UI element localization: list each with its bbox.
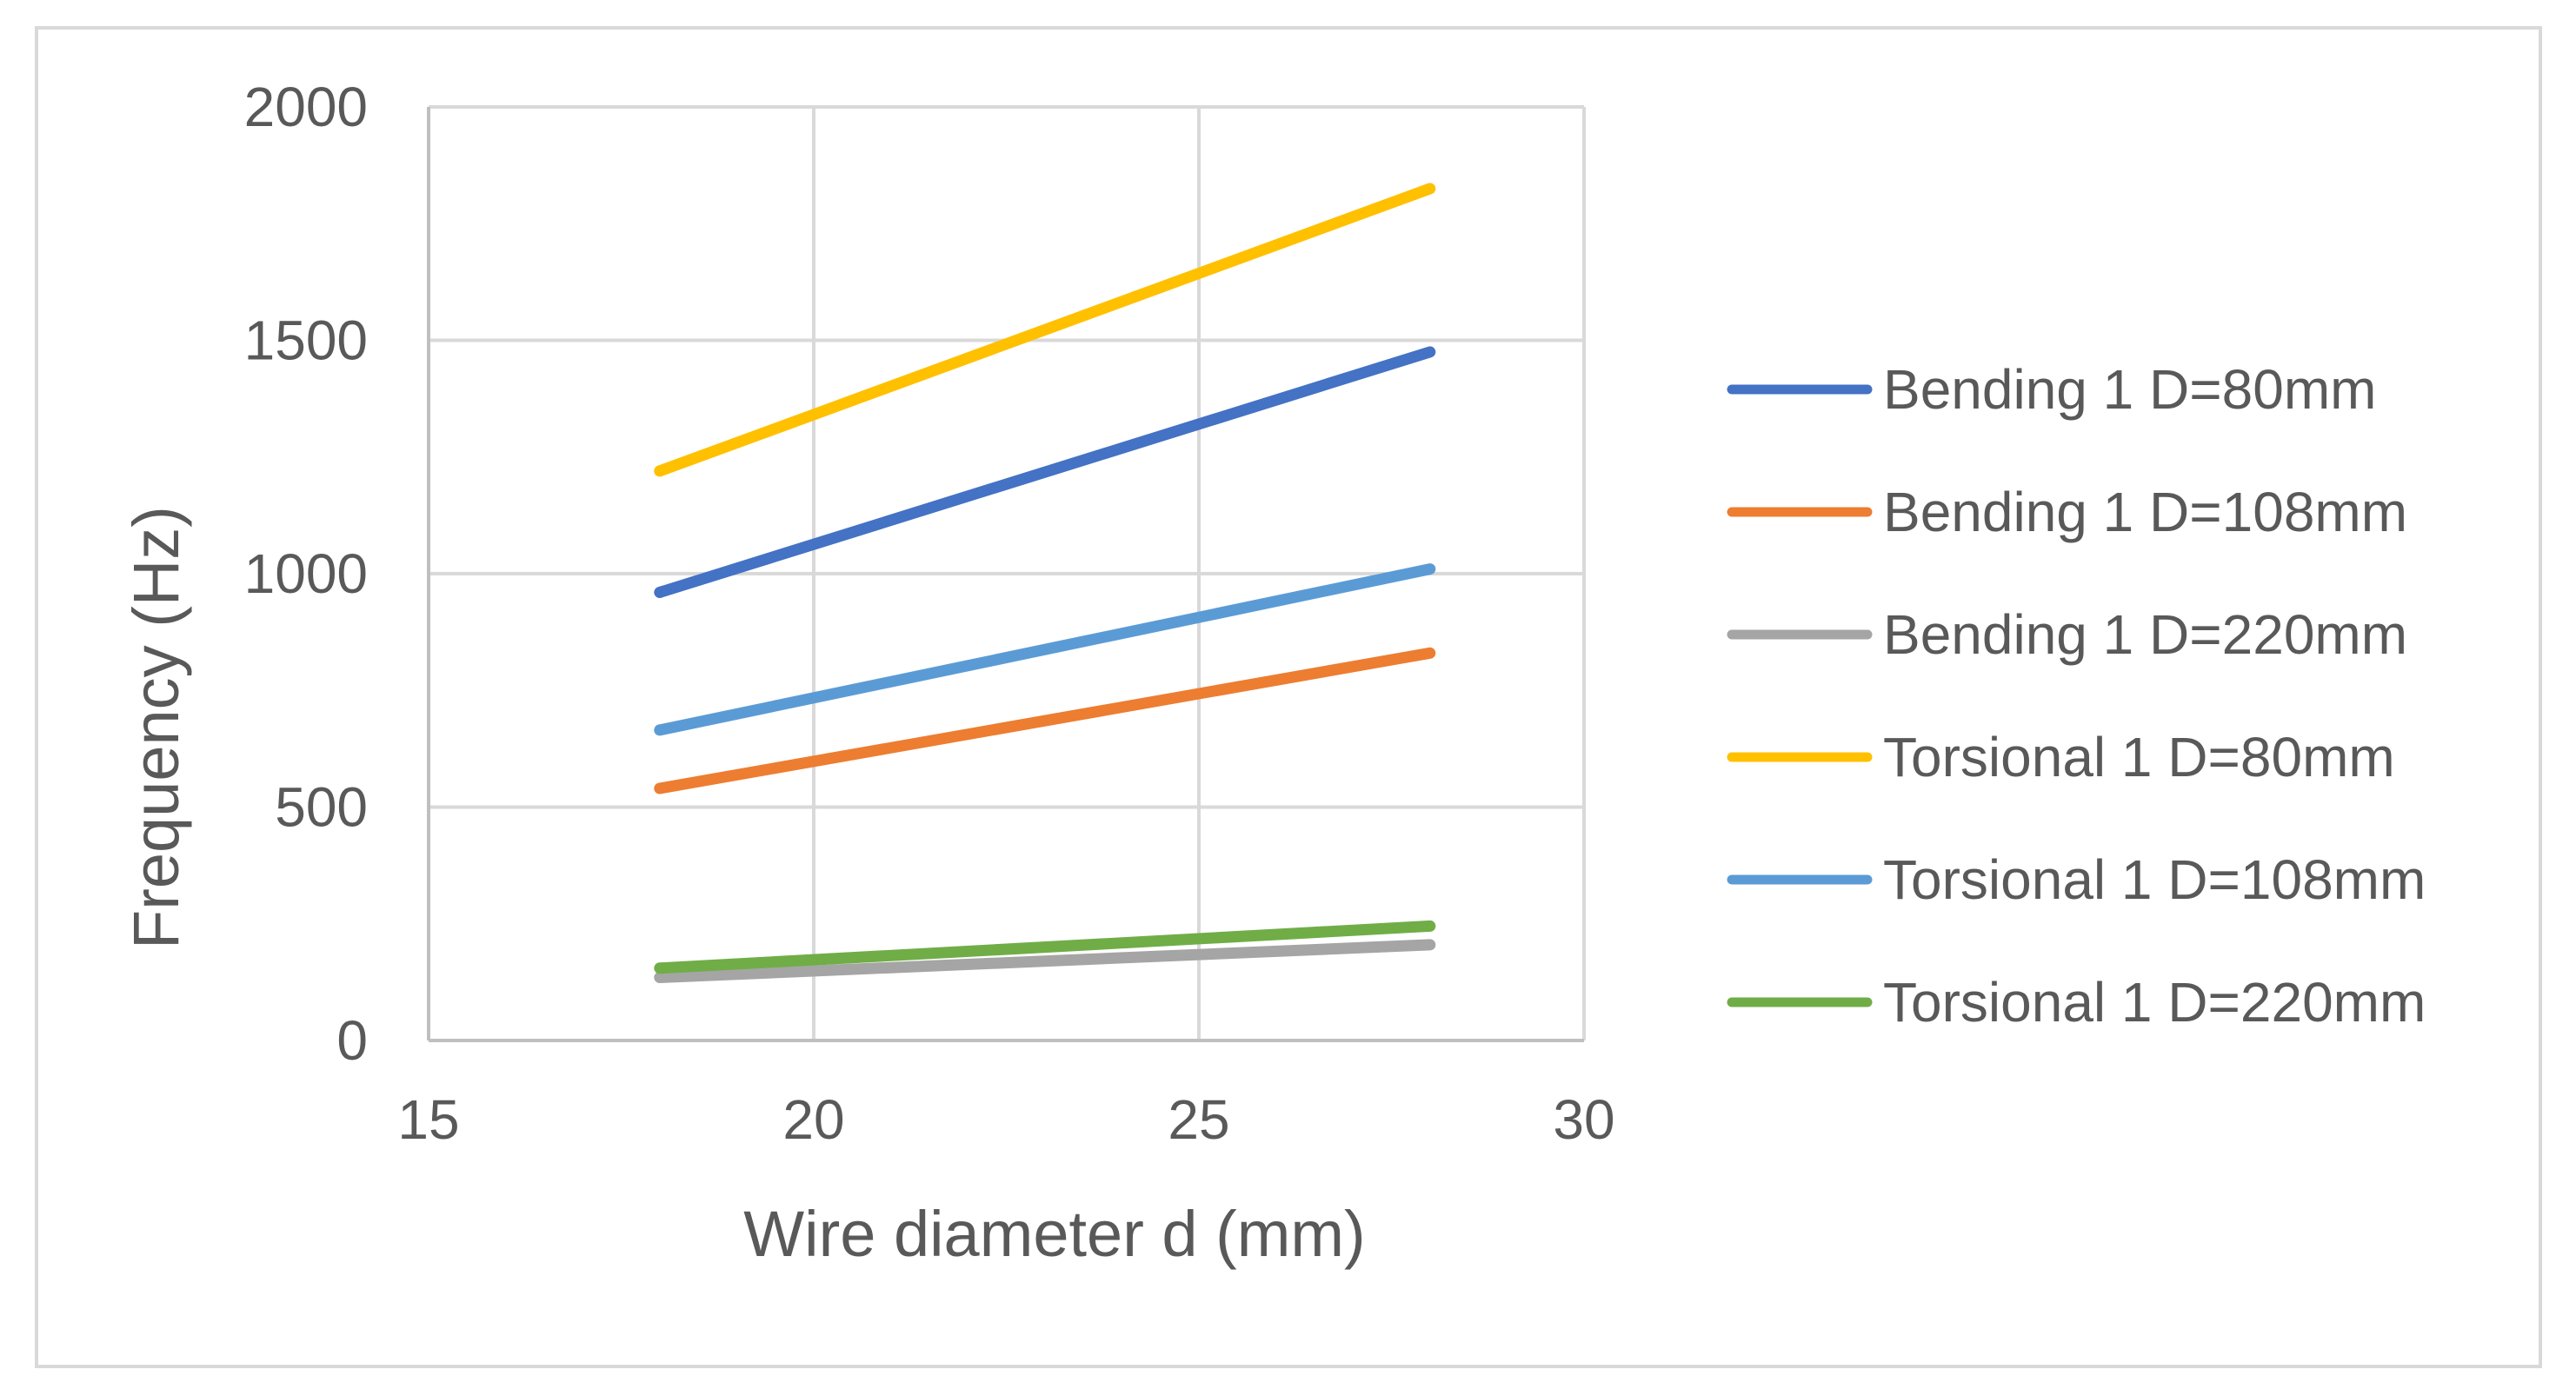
legend-label: Bending 1 D=108mm bbox=[1883, 481, 2407, 543]
y-tick-label: 2000 bbox=[244, 76, 368, 138]
legend-item: Torsional 1 D=220mm bbox=[1727, 971, 2426, 1034]
chart-frame bbox=[35, 26, 2542, 1368]
legend-item: Bending 1 D=108mm bbox=[1727, 481, 2407, 543]
legend-item: Torsional 1 D=108mm bbox=[1727, 848, 2426, 911]
series-line-2 bbox=[654, 647, 1436, 794]
series-line-3 bbox=[654, 939, 1436, 983]
y-tick-label: 500 bbox=[275, 776, 368, 839]
legend-label: Torsional 1 D=80mm bbox=[1883, 726, 2395, 788]
legend-item: Bending 1 D=220mm bbox=[1727, 603, 2407, 666]
y-tick-label: 1500 bbox=[244, 309, 368, 372]
series-line-1 bbox=[654, 346, 1436, 598]
y-axis-title: Frequency (Hz) bbox=[120, 506, 192, 949]
legend-label: Bending 1 D=80mm bbox=[1883, 358, 2376, 421]
legend: Bending 1 D=80mm Bending 1 D=108mm Bending… bbox=[1727, 358, 2426, 1034]
legend-item: Torsional 1 D=80mm bbox=[1727, 726, 2395, 788]
y-tick-label: 1000 bbox=[244, 542, 368, 605]
series-lines bbox=[654, 183, 1436, 983]
series-line-6 bbox=[654, 920, 1436, 974]
legend-label: Bending 1 D=220mm bbox=[1883, 603, 2407, 666]
x-tick-label: 25 bbox=[1168, 1088, 1229, 1151]
legend-item: Bending 1 D=80mm bbox=[1727, 358, 2376, 421]
legend-label: Torsional 1 D=220mm bbox=[1883, 971, 2426, 1034]
axes bbox=[427, 107, 1584, 1042]
y-tick-label: 0 bbox=[336, 1009, 368, 1072]
x-tick-label: 30 bbox=[1553, 1088, 1614, 1151]
series-line-5 bbox=[654, 563, 1436, 736]
x-tick-label: 20 bbox=[782, 1088, 844, 1151]
legend-label: Torsional 1 D=108mm bbox=[1883, 848, 2426, 911]
tick-labels: 0 500 1000 1500 2000 15 20 25 30 bbox=[244, 76, 1615, 1151]
x-tick-label: 15 bbox=[397, 1088, 459, 1151]
x-axis-title: Wire diameter d (mm) bbox=[743, 1198, 1365, 1270]
series-line-4 bbox=[654, 183, 1436, 477]
